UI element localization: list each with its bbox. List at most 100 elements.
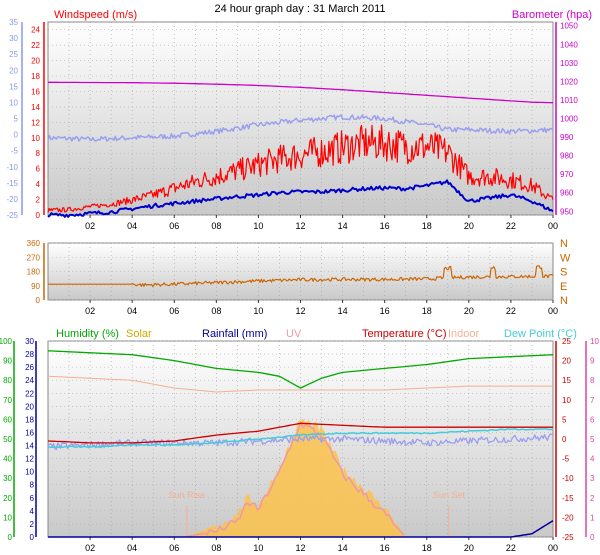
rain-axis-tick: 0 — [30, 533, 35, 542]
rain-axis-tick: 4 — [30, 507, 35, 516]
temperature-axis-tick: 15 — [562, 376, 571, 385]
humidity-axis-tick: 30 — [3, 474, 12, 483]
legend-entry: Dew Point (°C) — [504, 328, 577, 340]
temperature-axis-tick: 5 — [562, 415, 567, 424]
wind-axis-tick: 12 — [31, 118, 40, 127]
dew-point-line — [47, 428, 554, 449]
wind-axis-tick: 18 — [31, 72, 40, 81]
x-tick-label: 18 — [422, 221, 432, 231]
x-tick-label: 00 — [548, 306, 558, 316]
x-tick-label: 16 — [380, 221, 390, 231]
x-tick-label: 02 — [85, 543, 95, 553]
rain-axis-tick: 20 — [25, 402, 34, 411]
sunset-label: Sun Set — [433, 490, 466, 500]
x-tick-label: 06 — [169, 221, 179, 231]
compass-label: N — [560, 295, 568, 307]
direction-axis-tick: 180 — [27, 268, 41, 277]
baro-axis-tick: 1020 — [560, 77, 578, 86]
outer-axis-tick: -20 — [6, 195, 18, 204]
temperature-axis-tick: 20 — [562, 357, 571, 366]
baro-axis-tick: 1040 — [560, 40, 578, 49]
uv-line — [186, 421, 405, 538]
wind-axis-tick: 2 — [36, 196, 41, 205]
x-tick-label: 06 — [169, 306, 179, 316]
temperature-axis-tick: 0 — [562, 435, 567, 444]
outer-axis-tick: 15 — [9, 82, 18, 91]
direction-axis-tick: 90 — [31, 282, 40, 291]
baro-axis-tick: 990 — [560, 133, 574, 142]
wind-axis-tick: 16 — [31, 87, 40, 96]
rain-axis-tick: 28 — [25, 350, 34, 359]
baro-axis-tick: 970 — [560, 170, 574, 179]
temperature-axis-tick: -20 — [562, 513, 574, 522]
uv-axis-tick: 1 — [590, 513, 595, 522]
legend-entry: Indoor — [448, 328, 480, 340]
temperature-axis-tick: -10 — [562, 474, 574, 483]
x-tick-label: 08 — [211, 543, 221, 553]
baro-axis-tick: 960 — [560, 189, 574, 198]
uv-axis-tick: 5 — [590, 435, 595, 444]
uv-axis-tick: 0 — [590, 533, 595, 542]
x-tick-label: 10 — [253, 543, 263, 553]
outer-axis-tick: 10 — [9, 98, 18, 107]
direction-axis-tick: 270 — [27, 253, 41, 262]
wind-direction-line — [48, 265, 554, 287]
temperature-line — [47, 422, 553, 444]
legend-entry: Solar — [126, 328, 152, 340]
x-tick-label: 14 — [338, 221, 348, 231]
compass-label: E — [560, 281, 567, 293]
temperature-axis-tick: -25 — [562, 533, 574, 542]
rain-axis-tick: 14 — [25, 442, 34, 451]
outer-axis-tick: -25 — [6, 211, 18, 220]
wind-axis-tick: 10 — [31, 134, 40, 143]
uv-axis-tick: 8 — [590, 376, 595, 385]
x-tick-label: 14 — [338, 543, 348, 553]
indoor-line — [47, 375, 553, 393]
wind-axis-tick: 8 — [36, 149, 41, 158]
humidity-line — [47, 350, 554, 389]
x-tick-label: 00 — [548, 221, 558, 231]
outer-axis-tick: 5 — [14, 115, 19, 124]
rainfall-line — [48, 520, 554, 538]
outer-axis-tick: 20 — [9, 66, 18, 75]
humidity-axis-tick: 40 — [3, 455, 12, 464]
barometer-axis-title: Barometer (hpa) — [512, 9, 592, 21]
x-tick-label: 00 — [548, 543, 558, 553]
temperature-axis-tick: -5 — [562, 455, 570, 464]
wind-axis-tick: 6 — [36, 165, 41, 174]
average-wind-line — [47, 179, 554, 218]
rain-axis-tick: 16 — [25, 428, 34, 437]
solar-area — [184, 418, 554, 537]
humidity-axis-tick: 90 — [3, 357, 12, 366]
outer-axis-tick: 35 — [9, 18, 18, 27]
windspeed-axis-title: Windspeed (m/s) — [54, 9, 137, 21]
x-tick-label: 22 — [506, 543, 516, 553]
x-tick-label: 06 — [169, 543, 179, 553]
wind-axis-tick: 24 — [31, 26, 40, 35]
compass-label: S — [560, 267, 567, 279]
wind-axis-tick: 22 — [31, 41, 40, 50]
baro-axis-tick: 1050 — [560, 22, 578, 31]
outer-axis-tick: -10 — [6, 163, 18, 172]
outer-axis-tick: 30 — [9, 34, 18, 43]
x-tick-label: 20 — [464, 543, 474, 553]
x-tick-label: 08 — [211, 306, 221, 316]
rain-axis-tick: 18 — [25, 415, 34, 424]
x-tick-label: 20 — [464, 221, 474, 231]
x-tick-label: 12 — [295, 221, 305, 231]
x-tick-label: 16 — [380, 543, 390, 553]
outer-axis-tick: 25 — [9, 50, 18, 59]
baro-axis-tick: 1030 — [560, 59, 578, 68]
humidity-axis-tick: 20 — [3, 494, 12, 503]
baro-axis-tick: 1010 — [560, 96, 578, 105]
rain-axis-tick: 22 — [25, 389, 34, 398]
uv-axis-tick: 7 — [590, 396, 595, 405]
humidity-axis-tick: 80 — [3, 376, 12, 385]
uv-axis-tick: 6 — [590, 415, 595, 424]
outer-axis-tick: -15 — [6, 179, 18, 188]
temperature-trace-line — [47, 114, 554, 142]
x-tick-label: 18 — [422, 306, 432, 316]
x-tick-label: 10 — [253, 306, 263, 316]
uv-axis-tick: 4 — [590, 455, 595, 464]
